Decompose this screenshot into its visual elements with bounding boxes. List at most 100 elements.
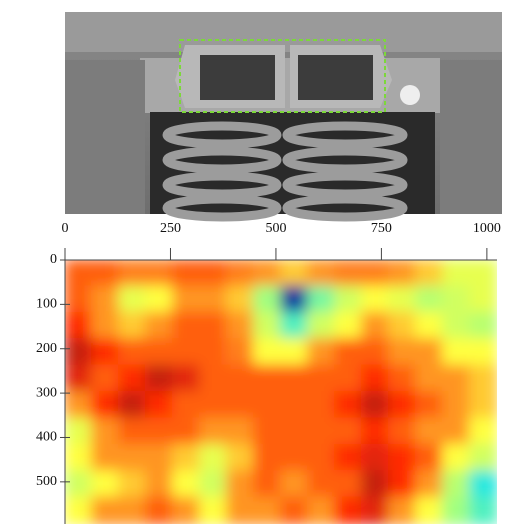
heat-cell bbox=[469, 444, 498, 472]
heat-cell bbox=[118, 417, 147, 445]
heat-cell bbox=[91, 417, 120, 445]
heat-cell bbox=[307, 417, 336, 445]
y-tick-label: 400 bbox=[36, 430, 57, 445]
heat-cell bbox=[334, 417, 363, 445]
y-tick-label: 300 bbox=[36, 385, 57, 400]
heat-cell bbox=[145, 259, 174, 287]
heat-cell bbox=[91, 470, 120, 498]
heat-cell bbox=[199, 470, 228, 498]
heat-cell bbox=[199, 497, 228, 524]
heat-cell bbox=[307, 285, 336, 313]
heat-cell bbox=[199, 391, 228, 419]
heat-cell bbox=[118, 391, 147, 419]
heat-cell bbox=[145, 338, 174, 366]
heat-cell bbox=[145, 285, 174, 313]
heat-cell bbox=[307, 391, 336, 419]
heat-cell bbox=[253, 259, 282, 287]
heat-cell bbox=[361, 338, 390, 366]
heat-cell bbox=[253, 365, 282, 393]
heat-cell bbox=[307, 259, 336, 287]
heat-cell bbox=[172, 417, 201, 445]
heat-cell bbox=[118, 365, 147, 393]
heat-cell bbox=[172, 497, 201, 524]
heat-cell bbox=[118, 497, 147, 524]
heat-cell bbox=[442, 391, 471, 419]
heat-cell bbox=[280, 338, 309, 366]
heat-cell bbox=[388, 497, 417, 524]
heat-cell bbox=[388, 285, 417, 313]
heat-cell bbox=[64, 365, 93, 393]
heat-cell bbox=[307, 497, 336, 524]
heat-cell bbox=[145, 391, 174, 419]
heat-cell bbox=[334, 338, 363, 366]
heat-cell bbox=[280, 285, 309, 313]
page: 025050075010000100200300400500 (() => { … bbox=[0, 0, 510, 524]
heat-cell bbox=[334, 444, 363, 472]
heat-cell bbox=[64, 259, 93, 287]
heat-cell bbox=[253, 470, 282, 498]
heat-cell bbox=[469, 391, 498, 419]
heat-cell bbox=[334, 312, 363, 340]
heat-cell bbox=[172, 285, 201, 313]
heat-cell bbox=[253, 285, 282, 313]
heat-cell bbox=[226, 285, 255, 313]
heat-cell bbox=[253, 338, 282, 366]
heat-cell bbox=[307, 444, 336, 472]
heat-cell bbox=[442, 338, 471, 366]
y-tick-label: 100 bbox=[36, 297, 57, 312]
heat-cell bbox=[253, 497, 282, 524]
heat-cell bbox=[280, 312, 309, 340]
heat-cell bbox=[145, 312, 174, 340]
heatmap bbox=[64, 259, 498, 524]
heat-cell bbox=[415, 312, 444, 340]
heat-cell bbox=[64, 285, 93, 313]
heatmap-area bbox=[64, 259, 498, 524]
heat-cell bbox=[64, 338, 93, 366]
heat-cell bbox=[361, 444, 390, 472]
heat-cell bbox=[334, 497, 363, 524]
heat-cell bbox=[361, 365, 390, 393]
heat-cell bbox=[334, 470, 363, 498]
heat-cell bbox=[118, 312, 147, 340]
heat-cell bbox=[415, 417, 444, 445]
heat-cell bbox=[469, 259, 498, 287]
heat-cell bbox=[280, 391, 309, 419]
heat-cell bbox=[64, 470, 93, 498]
heat-cell bbox=[118, 285, 147, 313]
heat-cell bbox=[145, 470, 174, 498]
heat-cell bbox=[442, 259, 471, 287]
heat-cell bbox=[361, 470, 390, 498]
heat-cell bbox=[172, 338, 201, 366]
y-tick-label: 200 bbox=[36, 341, 57, 356]
heat-cell bbox=[172, 259, 201, 287]
heat-cell bbox=[91, 338, 120, 366]
heat-cell bbox=[415, 497, 444, 524]
heat-cell bbox=[388, 417, 417, 445]
heat-cell bbox=[388, 391, 417, 419]
x-tick-label: 250 bbox=[160, 221, 181, 236]
heat-cell bbox=[226, 417, 255, 445]
heat-cell bbox=[388, 312, 417, 340]
heat-cell bbox=[226, 497, 255, 524]
heat-cell bbox=[226, 259, 255, 287]
heat-cell bbox=[388, 338, 417, 366]
heat-cell bbox=[64, 391, 93, 419]
heat-cell bbox=[91, 365, 120, 393]
x-tick-label: 0 bbox=[62, 221, 69, 236]
heat-cell bbox=[91, 285, 120, 313]
heat-cell bbox=[280, 497, 309, 524]
heat-cell bbox=[199, 338, 228, 366]
heat-cell bbox=[64, 417, 93, 445]
heat-cell bbox=[361, 259, 390, 287]
heat-cell bbox=[145, 497, 174, 524]
heat-cell bbox=[361, 312, 390, 340]
heat-cell bbox=[469, 285, 498, 313]
heat-cell bbox=[280, 470, 309, 498]
heat-cell bbox=[118, 338, 147, 366]
figure: 025050075010000100200300400500 bbox=[0, 0, 510, 524]
heat-cell bbox=[118, 259, 147, 287]
x-tick-label: 500 bbox=[265, 221, 286, 236]
heat-cell bbox=[226, 338, 255, 366]
heat-cell bbox=[361, 285, 390, 313]
heat-cell bbox=[199, 259, 228, 287]
